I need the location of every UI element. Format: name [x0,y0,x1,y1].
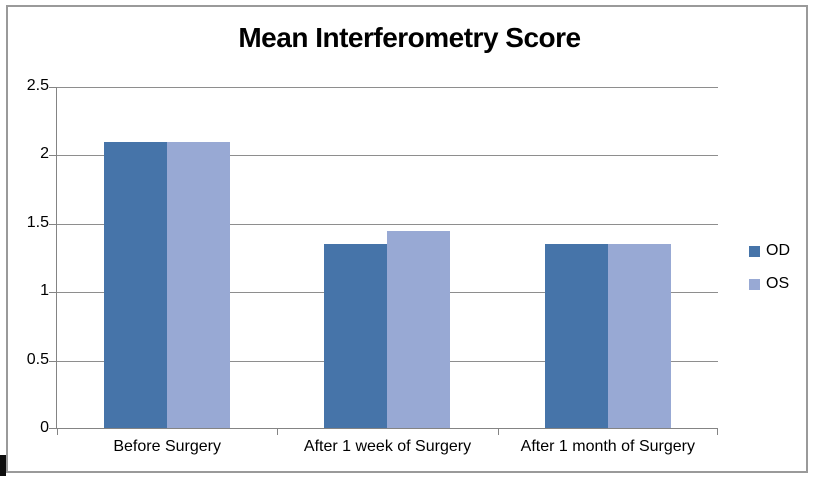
y-axis-tick [49,360,57,362]
x-axis-tick [717,429,718,435]
x-axis-tick [277,429,279,435]
y-tick-label: 2 [40,145,49,163]
y-axis-tick [49,428,57,429]
x-axis-labels: Before Surgery After 1 week of Surgery Aft… [57,438,718,460]
y-axis-tick [49,87,57,88]
y-tick-label: 0.5 [26,350,49,368]
gridline [57,223,718,225]
legend-item-od: OD [749,242,790,260]
chart-legend: OD OS [749,242,790,308]
legend-item-os: OS [749,275,790,293]
bar-group [57,87,277,429]
bar-os-1 [167,141,231,429]
y-tick-label: 2.5 [26,77,49,94]
y-axis-labels: 0 0.5 1 1.5 2 2.5 [8,77,49,436]
y-axis-line [56,87,57,429]
x-category-label: After 1 month of Surgery [520,438,695,455]
bar-os-3 [607,244,671,429]
x-axis-tick [57,429,58,435]
chart-title: Mean Interferometry Score [238,22,581,53]
x-category-label: Before Surgery [113,438,221,455]
plot-area [49,87,718,435]
bar-os-2 [387,230,451,429]
y-axis-tick [49,155,57,157]
y-tick-label: 0 [40,419,49,436]
y-tick-label: 1.5 [26,213,49,231]
bar-od-3 [544,244,608,429]
legend-label: OD [766,242,790,259]
legend-label: OS [766,275,790,292]
y-axis-tick [49,223,57,225]
x-category-label: After 1 week of Surgery [303,438,472,455]
legend-swatch-od [749,245,760,257]
gridline [57,87,718,88]
bar-group [277,87,497,429]
gridline [57,155,718,157]
x-axis-tick [497,429,499,435]
x-axis-line [57,428,718,429]
legend-swatch-os [749,278,760,290]
bar-od-2 [324,244,388,429]
y-tick-label: 1 [40,282,49,300]
bar-od-1 [104,141,168,429]
text-cursor-artifact [0,455,6,476]
y-axis-tick [49,292,57,294]
bar-group [498,87,718,429]
